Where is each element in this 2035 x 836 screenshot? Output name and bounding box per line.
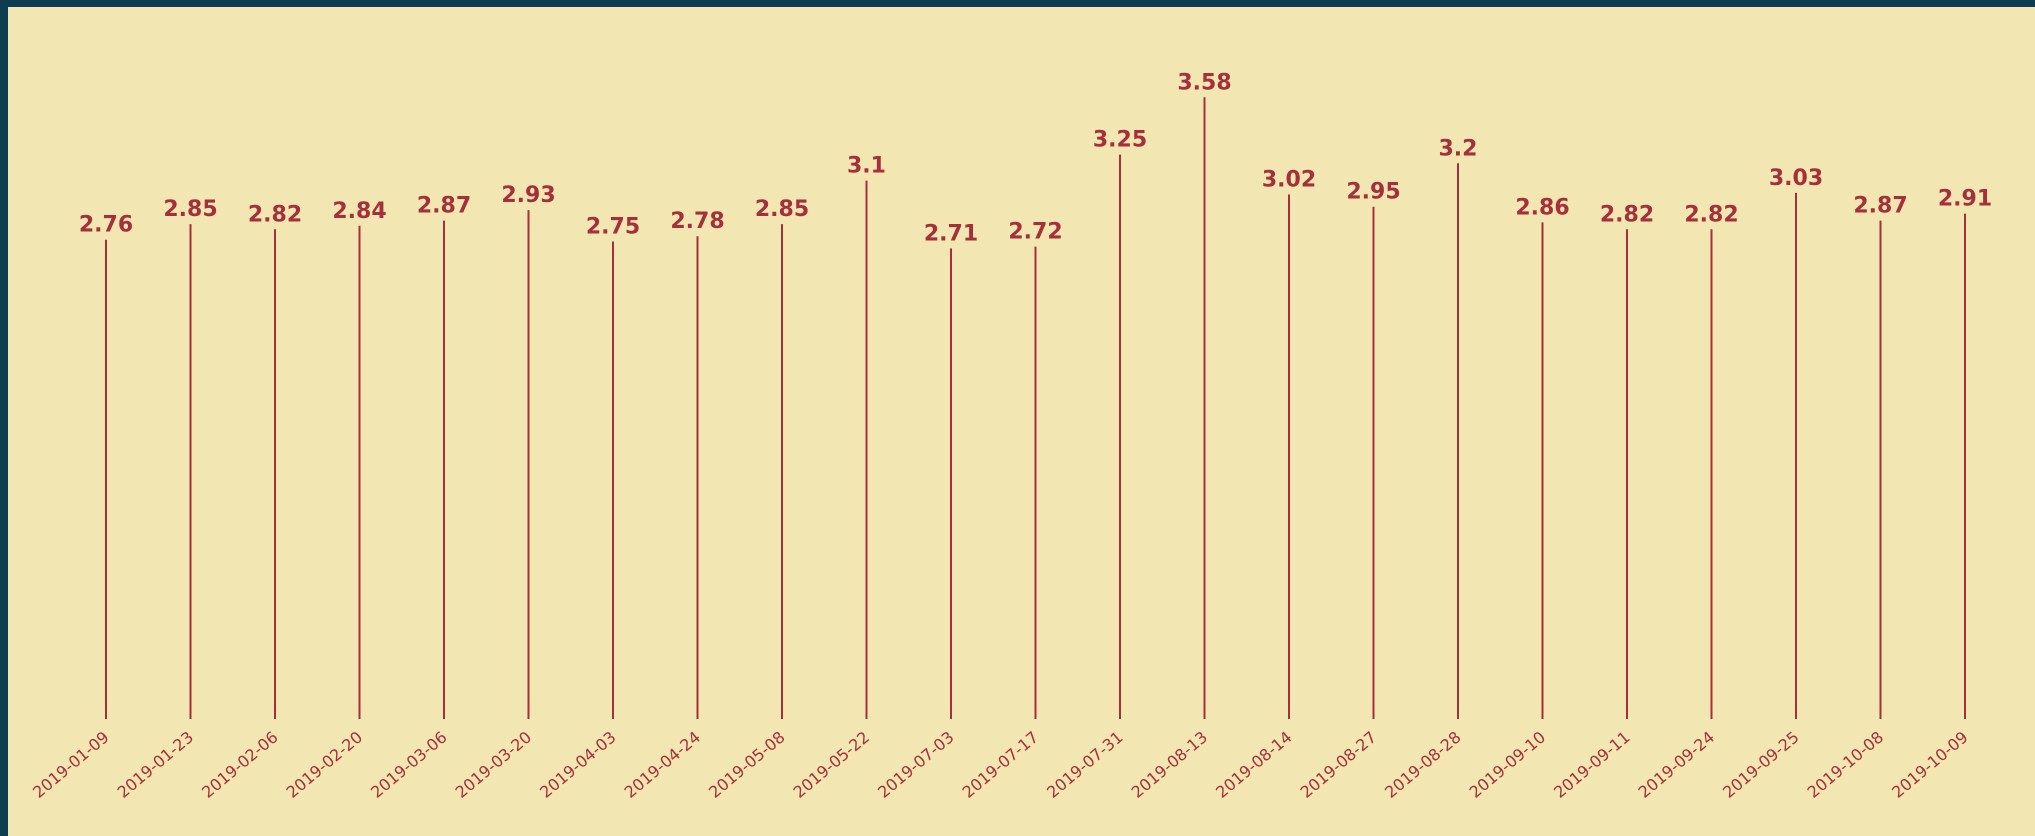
value-label-2019-03-06: 2.87 — [417, 194, 471, 219]
x-tick-label-2019-07-17: 2019-07-17 — [959, 728, 1042, 802]
value-label-2019-07-03: 2.71 — [924, 221, 978, 246]
value-label-2019-09-24: 2.82 — [1684, 202, 1738, 227]
value-label-2019-01-23: 2.85 — [163, 197, 217, 222]
value-label-2019-05-08: 2.85 — [755, 197, 809, 222]
x-tick-label-2019-10-09: 2019-10-09 — [1888, 728, 1971, 802]
x-tick-label-2019-07-31: 2019-07-31 — [1043, 728, 1126, 802]
value-label-2019-01-09: 2.76 — [79, 213, 133, 238]
value-label-2019-08-27: 2.95 — [1346, 180, 1400, 205]
value-label-2019-09-10: 2.86 — [1515, 195, 1569, 220]
x-tick-label-2019-02-20: 2019-02-20 — [283, 728, 366, 802]
chart-frame: 2.76 2019-01-09 2.85 2019-01-23 2.82 2019-02-… — [8, 7, 2035, 836]
x-tick-label-2019-08-13: 2019-08-13 — [1128, 728, 1211, 802]
x-tick-label-2019-05-22: 2019-05-22 — [790, 728, 873, 802]
value-label-2019-08-13: 3.58 — [1177, 70, 1231, 95]
x-tick-label-2019-09-25: 2019-09-25 — [1719, 728, 1802, 802]
x-tick-label-2019-10-08: 2019-10-08 — [1804, 728, 1887, 802]
value-label-2019-08-14: 3.02 — [1262, 168, 1316, 193]
value-label-2019-04-03: 2.75 — [586, 214, 640, 239]
x-tick-label-2019-04-24: 2019-04-24 — [621, 728, 704, 802]
stem-chart: 2.76 2019-01-09 2.85 2019-01-23 2.82 2019-02-… — [29, 70, 1992, 802]
value-label-2019-09-25: 3.03 — [1769, 166, 1823, 191]
x-tick-label-2019-09-11: 2019-09-11 — [1550, 728, 1633, 802]
value-label-2019-02-06: 2.82 — [248, 202, 302, 227]
x-tick-label-2019-04-03: 2019-04-03 — [536, 728, 619, 802]
x-tick-label-2019-09-10: 2019-09-10 — [1466, 728, 1549, 802]
x-tick-label-2019-08-27: 2019-08-27 — [1297, 728, 1380, 802]
x-tick-label-2019-05-08: 2019-05-08 — [705, 728, 788, 802]
x-tick-label-2019-08-14: 2019-08-14 — [1212, 728, 1295, 802]
value-label-2019-03-20: 2.93 — [501, 183, 555, 208]
value-label-2019-05-22: 3.1 — [847, 154, 886, 179]
value-label-2019-10-08: 2.87 — [1853, 194, 1907, 219]
value-label-2019-04-24: 2.78 — [670, 209, 724, 234]
x-tick-label-2019-08-28: 2019-08-28 — [1381, 728, 1464, 802]
x-tick-label-2019-09-24: 2019-09-24 — [1635, 728, 1718, 802]
x-tick-label-2019-07-03: 2019-07-03 — [874, 728, 957, 802]
x-tick-label-2019-02-06: 2019-02-06 — [198, 728, 281, 802]
value-label-2019-08-28: 3.2 — [1439, 136, 1478, 161]
value-label-2019-02-20: 2.84 — [332, 199, 386, 224]
value-label-2019-07-31: 3.25 — [1093, 128, 1147, 153]
value-label-2019-10-09: 2.91 — [1938, 187, 1992, 212]
value-label-2019-07-17: 2.72 — [1008, 220, 1062, 245]
x-tick-label-2019-03-20: 2019-03-20 — [452, 728, 535, 802]
x-tick-label-2019-03-06: 2019-03-06 — [367, 728, 450, 802]
x-tick-label-2019-01-23: 2019-01-23 — [114, 728, 197, 802]
x-tick-label-2019-01-09: 2019-01-09 — [29, 728, 112, 802]
value-label-2019-09-11: 2.82 — [1600, 202, 1654, 227]
